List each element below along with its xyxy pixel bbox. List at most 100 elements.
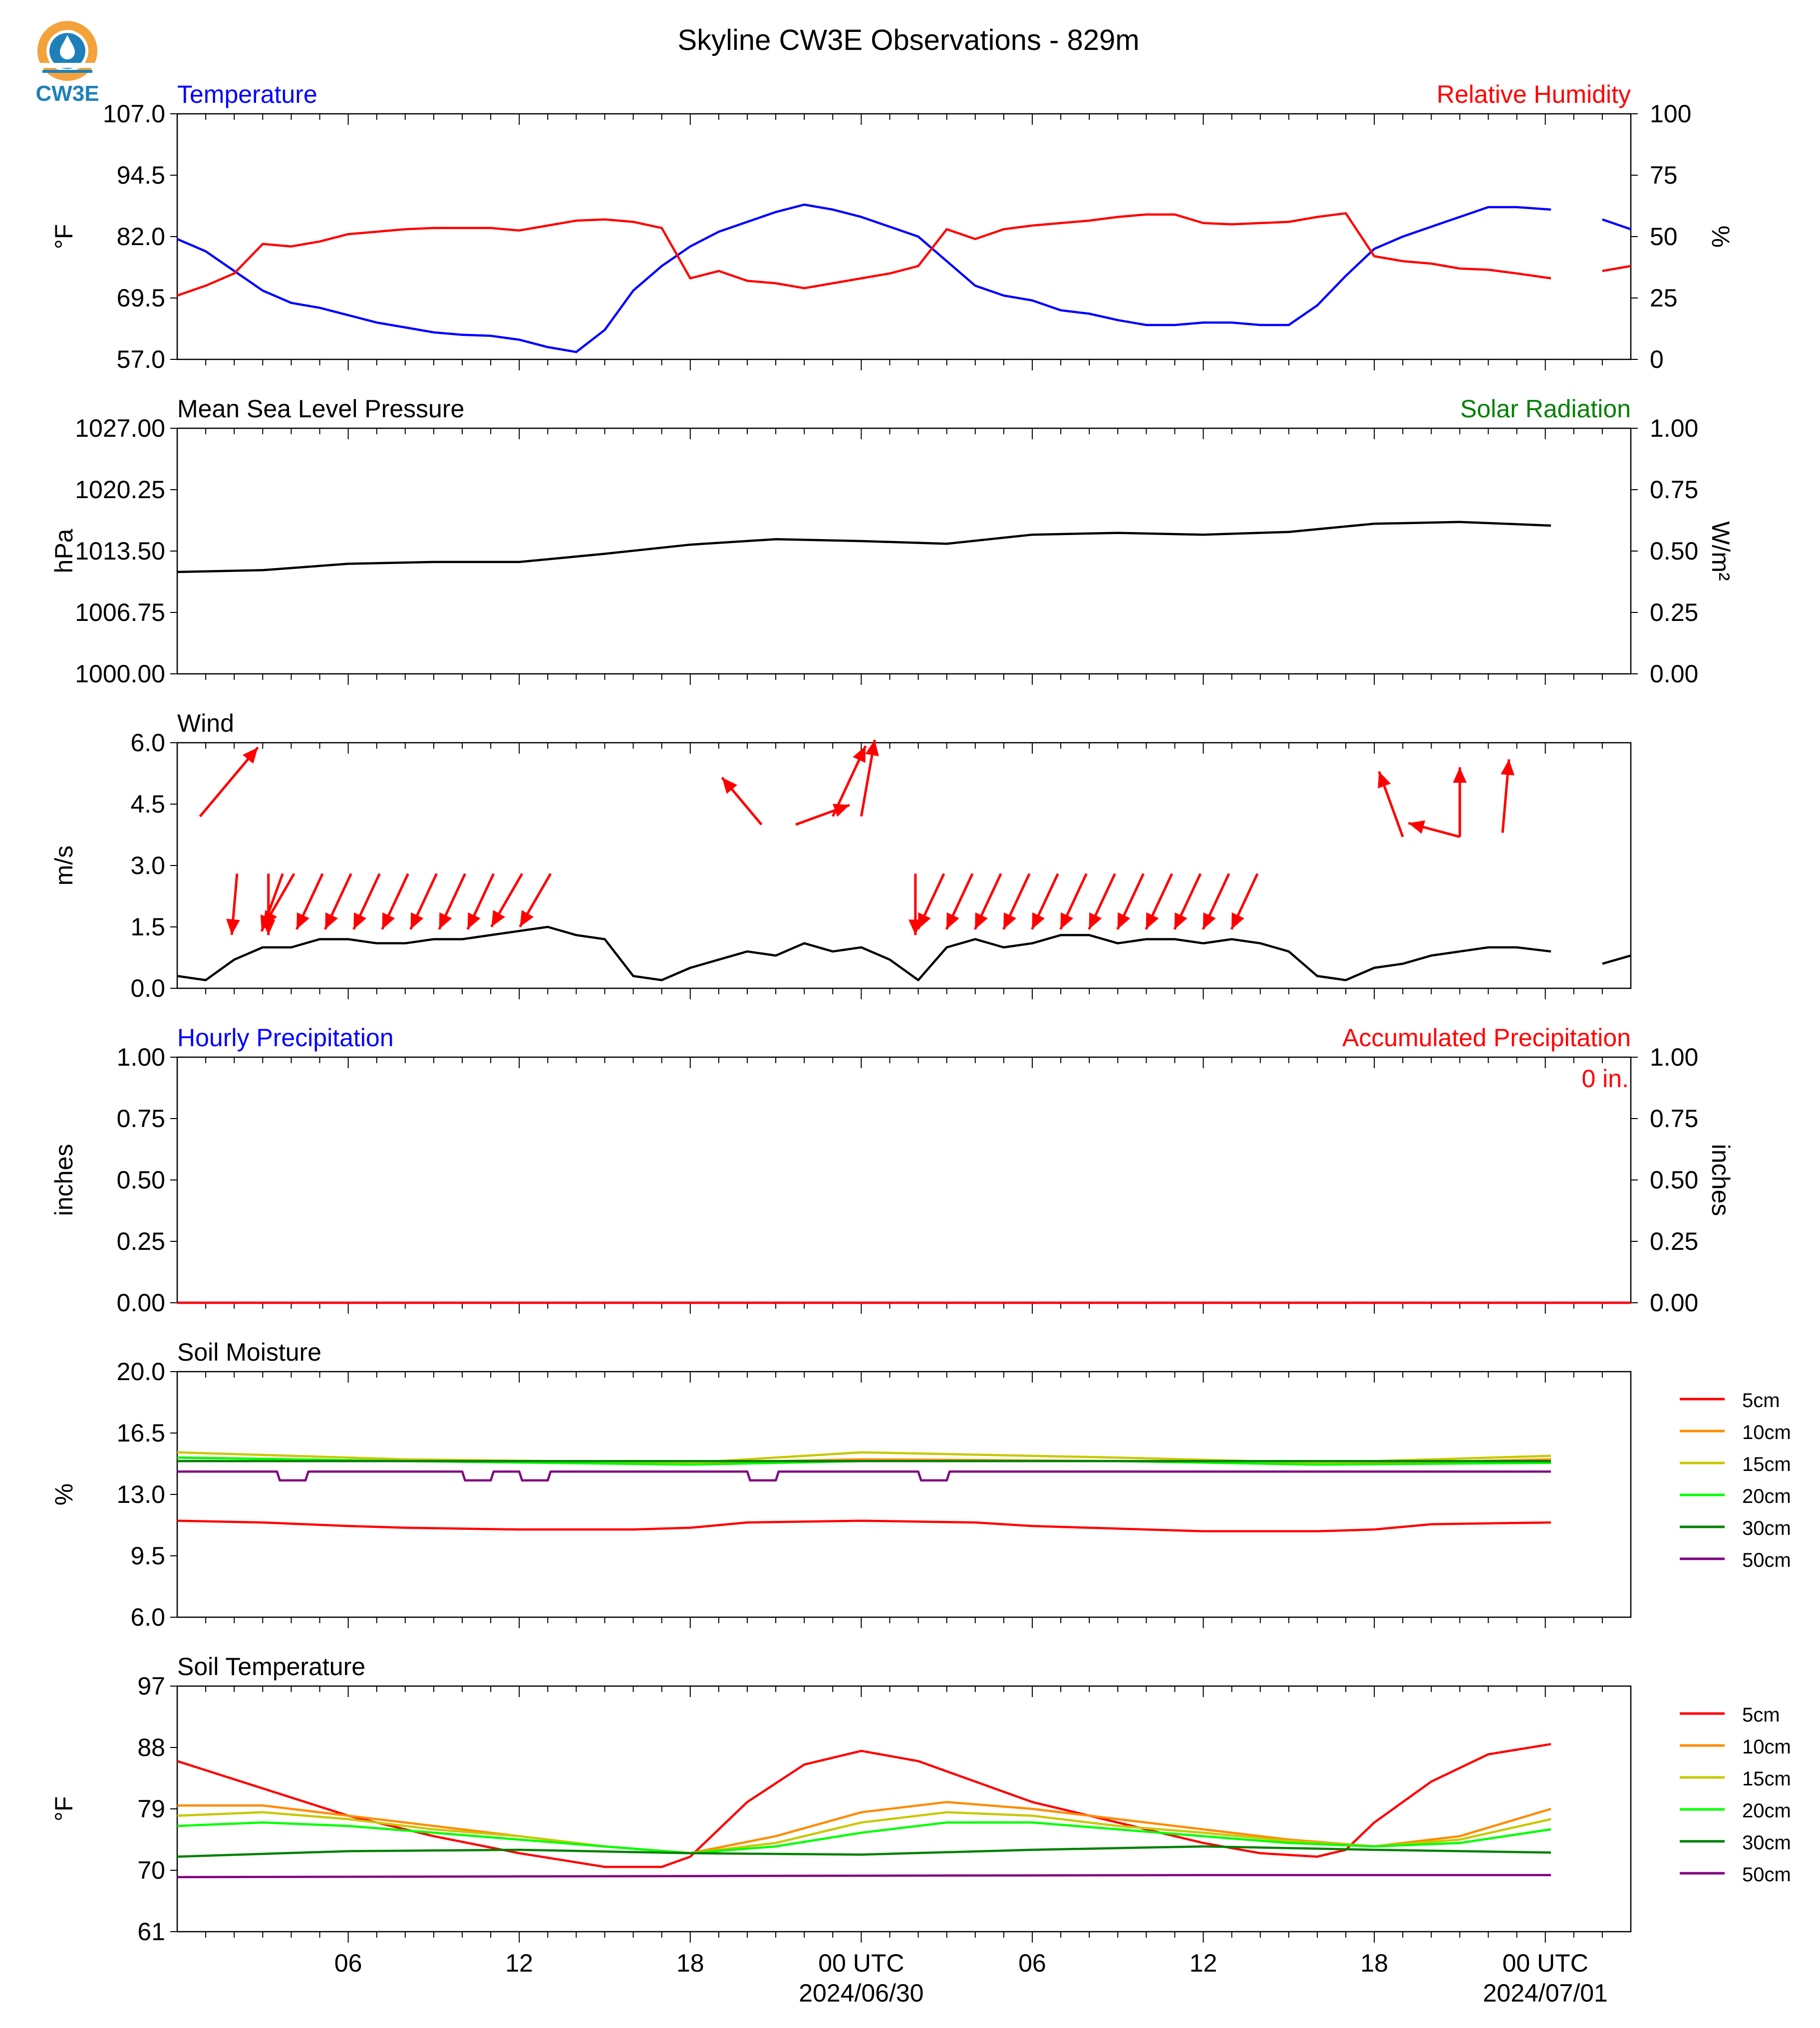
y-tick-label: 0.50 [117, 1166, 165, 1194]
y-tick-label: 6.0 [130, 729, 165, 757]
y-tick-label-right: 0.50 [1650, 537, 1698, 565]
wind-arrowhead [1003, 912, 1016, 929]
wind-arrowhead [1231, 912, 1244, 929]
panel-title-left: Soil Moisture [177, 1338, 321, 1366]
wind-arrowhead [520, 910, 534, 927]
x-tick-label: 00 UTC [1503, 1949, 1588, 1977]
y-axis-label: % [50, 1483, 78, 1505]
panel-wind: 0.0 1.5 3.0 4.5 6.0 Wind m/s [50, 709, 1632, 1002]
wind-arrowhead [975, 912, 988, 929]
panel-soil_moisture: 6.0 9.5 13.0 16.5 20.0 Soil Moisture% 5cm 10cm 1… [50, 1338, 1791, 1631]
y-tick-label: 4.5 [130, 790, 165, 818]
y-tick-label: 0.25 [117, 1227, 165, 1255]
panel-precipitation: 0.00 0.00 0.25 0.25 0.50 0.50 0.75 0.75 1.00 1.00… [50, 1024, 1735, 1317]
y-tick-label-right: 1.00 [1650, 414, 1698, 442]
x-tick-sublabel: 2024/07/01 [1483, 1979, 1608, 2007]
y-tick-label-right: 100 [1650, 100, 1691, 128]
y-tick-label-right: 0.75 [1650, 476, 1698, 504]
y-tick-label-right: 0.00 [1650, 1289, 1698, 1317]
logo-drop-icon [60, 35, 75, 59]
series-line-wind-speed [177, 925, 1631, 981]
series-line-5cm [177, 1521, 1631, 1531]
plot-frame [176, 427, 1632, 675]
x-tick-label: 18 [1360, 1949, 1388, 1977]
x-tick-label: 06 [334, 1949, 362, 1977]
panel-title-left: Temperature [177, 80, 317, 108]
legend-label: 15cm [1742, 1453, 1791, 1475]
y-tick-label: 0.00 [117, 1289, 165, 1317]
legend-label: 5cm [1742, 1390, 1780, 1412]
panel-soil_temperature: 61 70 79 88 97 Soil Temperature °F 5cm 10cm 15cm 2… [50, 1653, 1791, 2007]
y-tick-label: 1020.25 [75, 476, 165, 504]
wind-arrowhead [1146, 912, 1159, 929]
y-tick-label: 70 [137, 1856, 165, 1884]
x-tick-label: 18 [676, 1949, 704, 1977]
wind-arrowhead [491, 910, 505, 927]
legend-label: 30cm [1742, 1832, 1791, 1854]
y-tick-label: 1027.00 [75, 414, 165, 442]
plot-frame [176, 1371, 1632, 1618]
series-line-50cm [177, 1471, 1631, 1480]
y-tick-label: 6.0 [130, 1603, 165, 1631]
y-tick-label: 1000.00 [75, 660, 165, 688]
accumulated-total-label: 0 in. [1581, 1065, 1629, 1093]
wind-arrowhead [946, 912, 959, 929]
x-tick-label: 12 [1190, 1949, 1217, 1977]
y-axis-label: hPa [50, 529, 78, 573]
y-tick-label: 88 [137, 1734, 165, 1761]
y-tick-label-right: 50 [1650, 223, 1678, 251]
y-axis-label-right: % [1707, 226, 1735, 248]
wind-arrowhead [1117, 912, 1131, 929]
y-axis-label: °F [50, 1796, 78, 1822]
wind-arrowhead [1408, 820, 1426, 834]
wind-arrowhead [853, 746, 866, 763]
panel-title-left: Mean Sea Level Pressure [177, 395, 464, 423]
wind-arrowhead [1378, 771, 1391, 789]
y-tick-label: 0.75 [117, 1105, 165, 1133]
y-axis-label-right: W/m² [1707, 521, 1735, 580]
panel-title-right: Accumulated Precipitation [1342, 1024, 1631, 1052]
wind-arrowhead [1174, 912, 1188, 929]
wind-arrowhead [1032, 912, 1045, 929]
y-tick-label-right: 0.50 [1650, 1166, 1698, 1194]
panel-title-right: Solar Radiation [1460, 395, 1631, 423]
panel-pressure_solar: 1000.00 0.00 1006.75 0.25 1013.50 0.50 1020.25… [50, 395, 1735, 688]
y-tick-label: 1.00 [117, 1043, 165, 1071]
wind-arrowhead [467, 912, 481, 929]
y-tick-label-right: 1.00 [1650, 1043, 1698, 1071]
wind-arrowhead [439, 912, 452, 929]
y-axis-label-right: inches [1707, 1144, 1735, 1216]
panel-temperature_humidity: 57.0 0 69.5 25 82.0 50 94.5 75 107.0 100 Temperatu… [50, 80, 1735, 373]
y-tick-label: 79 [137, 1795, 165, 1823]
y-tick-label-right: 75 [1650, 161, 1678, 189]
y-tick-label-right: 0.00 [1650, 660, 1698, 688]
legend-label: 5cm [1742, 1704, 1780, 1726]
y-tick-label-right: 0.25 [1650, 598, 1698, 626]
legend-label: 30cm [1742, 1517, 1791, 1539]
panel-title-left: Wind [177, 709, 234, 737]
panel-title-left: Hourly Precipitation [177, 1024, 394, 1052]
y-tick-label: 9.5 [130, 1542, 165, 1570]
wind-arrowhead [1203, 912, 1216, 929]
y-tick-label: 3.0 [130, 852, 165, 879]
legend-label: 20cm [1742, 1485, 1791, 1507]
x-tick-sublabel: 2024/06/30 [799, 1979, 923, 2007]
y-tick-label: 94.5 [117, 161, 165, 189]
y-tick-label-right: 0.25 [1650, 1227, 1698, 1255]
wind-arrowhead [722, 777, 738, 794]
series-line-temperature [177, 203, 1631, 353]
y-tick-label: 1013.50 [75, 537, 165, 565]
legend-label: 20cm [1742, 1800, 1791, 1822]
wind-arrowhead [263, 910, 278, 927]
y-axis-label: inches [50, 1144, 78, 1216]
wind-arrowhead [243, 747, 258, 764]
x-tick-label: 00 UTC [818, 1949, 904, 1977]
wind-arrowhead [917, 912, 931, 929]
y-tick-label: 1006.75 [75, 598, 165, 626]
cw3e-logo: CW3E [25, 15, 110, 106]
wind-arrowhead [325, 912, 338, 929]
x-tick-label: 06 [1018, 1949, 1046, 1977]
y-axis-label: °F [50, 224, 78, 250]
series-line-30cm [177, 1846, 1631, 1857]
y-tick-label: 107.0 [103, 100, 165, 128]
